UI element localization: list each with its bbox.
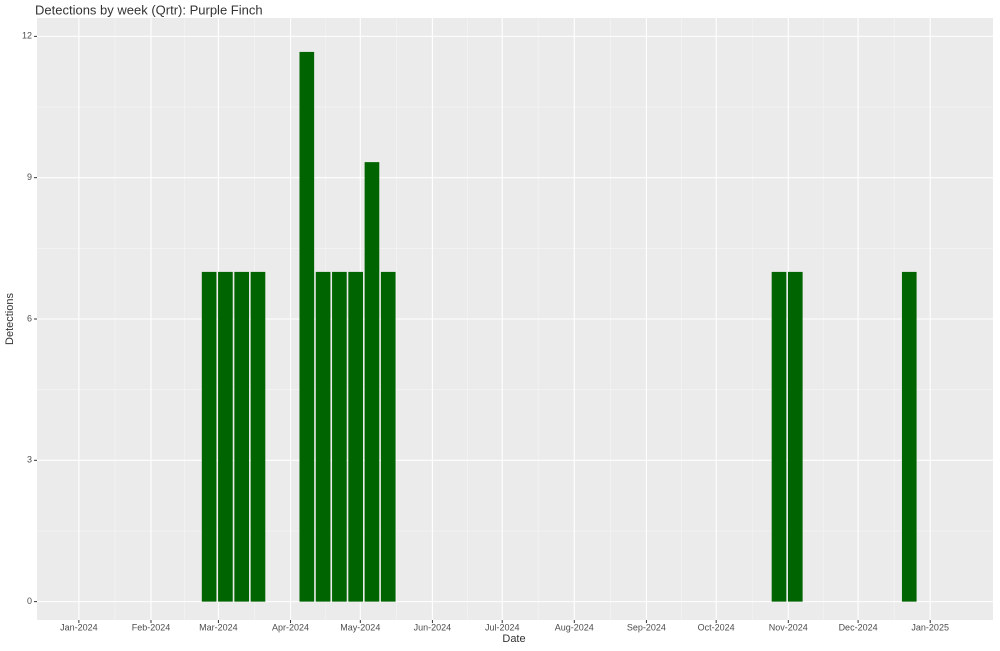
x-axis-label: Date xyxy=(502,633,525,645)
x-tick-label: Aug-2024 xyxy=(555,622,594,632)
bar xyxy=(234,271,250,602)
y-tick-label: 12 xyxy=(22,31,32,41)
x-tick-label: Dec-2024 xyxy=(839,622,878,632)
bar xyxy=(901,271,917,602)
x-tick-label: Jan-2025 xyxy=(911,622,949,632)
chart-title: Detections by week (Qrtr): Purple Finch xyxy=(35,2,263,17)
bar xyxy=(348,271,363,602)
x-tick-label: Oct-2024 xyxy=(698,622,735,632)
x-tick-label: Mar-2024 xyxy=(199,622,238,632)
bar xyxy=(771,271,787,602)
bar xyxy=(332,271,347,602)
bar xyxy=(299,51,315,602)
x-tick-label: Jul-2024 xyxy=(485,622,520,632)
y-tick-label: 0 xyxy=(27,596,32,606)
x-tick-label: Jun-2024 xyxy=(414,622,452,632)
x-tick-label: Nov-2024 xyxy=(769,622,808,632)
y-tick-label: 3 xyxy=(27,455,32,465)
x-tick-label: May-2024 xyxy=(340,622,380,632)
bar xyxy=(315,271,331,602)
bar xyxy=(201,271,217,602)
x-tick-label: Feb-2024 xyxy=(132,622,171,632)
x-tick-label: Apr-2024 xyxy=(272,622,309,632)
x-tick-label: Sep-2024 xyxy=(627,622,666,632)
y-axis-label: Detections xyxy=(4,293,16,345)
bar xyxy=(364,162,380,602)
y-tick-label: 6 xyxy=(27,313,32,323)
x-tick-label: Jan-2024 xyxy=(60,622,98,632)
bar xyxy=(787,271,803,602)
bar xyxy=(218,271,233,602)
bar xyxy=(380,271,396,602)
bar xyxy=(250,271,266,602)
y-tick-label: 9 xyxy=(27,172,32,182)
